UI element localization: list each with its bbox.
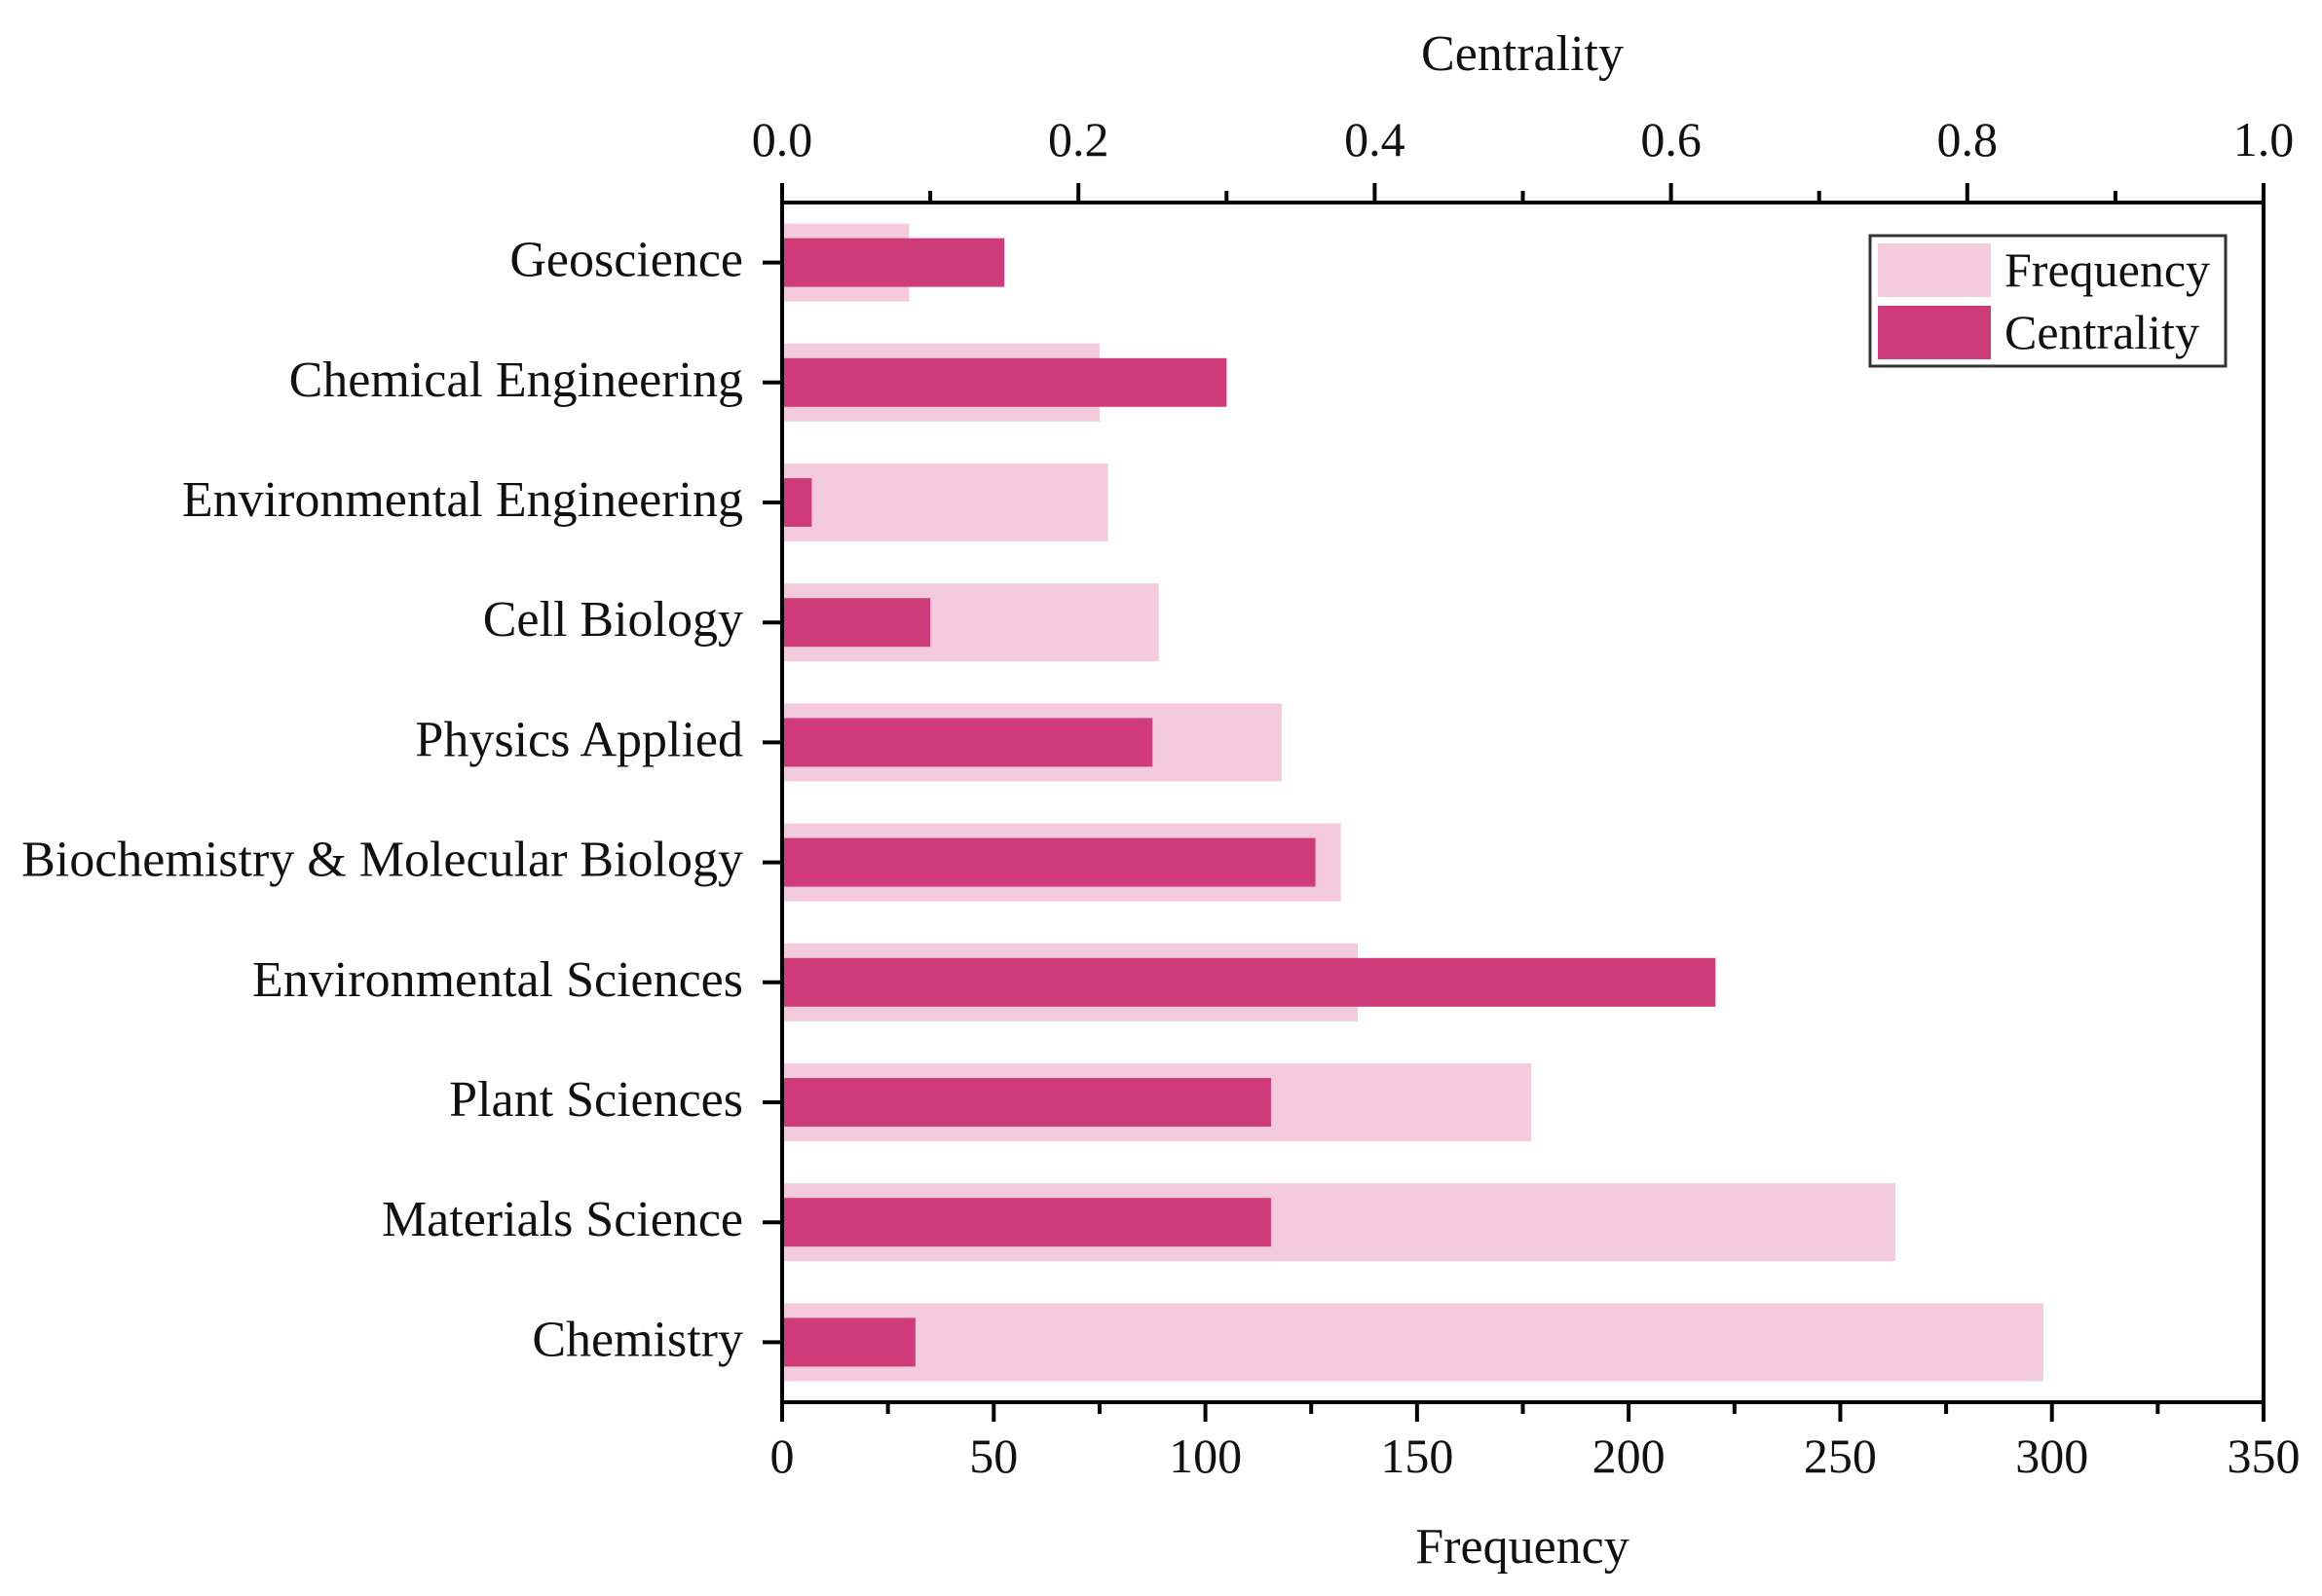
bar-frequency-chemistry	[782, 1303, 2044, 1382]
bar-centrality-cell-biology	[782, 598, 931, 648]
category-label-geoscience: Geoscience	[509, 233, 743, 288]
top-axis-title: Centrality	[1421, 26, 1624, 82]
legend-swatch-centrality	[1878, 306, 1991, 359]
category-label-chemistry: Chemistry	[532, 1312, 743, 1367]
bar-centrality-environmental-engineering	[782, 478, 812, 527]
category-label-physics-applied: Physics Applied	[415, 712, 743, 767]
x-bottom-tick-label: 300	[2015, 1429, 2088, 1483]
bars-group	[782, 223, 2044, 1382]
category-label-chemical-engineering: Chemical Engineering	[289, 353, 743, 408]
x-top-tick-label: 0.2	[1048, 112, 1109, 167]
bar-centrality-physics-applied	[782, 718, 1153, 767]
x-bottom-tick-label: 350	[2228, 1429, 2301, 1483]
x-bottom-tick-label: 150	[1380, 1429, 1453, 1483]
x-bottom-tick-label: 250	[1804, 1429, 1877, 1483]
bar-centrality-chemistry	[782, 1318, 916, 1367]
category-label-materials-science: Materials Science	[382, 1192, 743, 1247]
x-top-tick-label: 1.0	[2233, 112, 2295, 167]
bar-centrality-chemical-engineering	[782, 357, 1227, 407]
x-bottom-tick-label: 200	[1592, 1429, 1666, 1483]
bar-frequency-environmental-engineering	[782, 464, 1108, 541]
category-label-plant-sciences: Plant Sciences	[449, 1072, 743, 1128]
x-top-tick-label: 0.8	[1937, 112, 1999, 167]
x-top-tick-label: 0.6	[1640, 112, 1702, 167]
x-top-tick-label: 0.4	[1344, 112, 1405, 167]
bar-centrality-materials-science	[782, 1198, 1271, 1247]
bottom-axis-title: Frequency	[1415, 1519, 1629, 1575]
legend: Frequency Centrality	[1868, 234, 2228, 368]
legend-label-frequency: Frequency	[2004, 242, 2210, 297]
legend-swatch-frequency	[1878, 243, 1991, 297]
bar-centrality-environmental-sciences	[782, 957, 1716, 1007]
x-top-tick-label: 0.0	[752, 112, 813, 167]
bar-centrality-biochemistry-and-molecular-biology	[782, 837, 1316, 887]
axes-group: Geoscience Chemical Engineering Environmen…	[21, 112, 2300, 1483]
x-bottom-tick-label: 0	[770, 1429, 795, 1483]
bar-centrality-plant-sciences	[782, 1078, 1271, 1127]
bar-centrality-geoscience	[782, 238, 1005, 287]
legend-label-centrality: Centrality	[2004, 305, 2199, 359]
category-label-environmental-engineering: Environmental Engineering	[182, 472, 743, 528]
category-label-environmental-sciences: Environmental Sciences	[252, 952, 743, 1008]
category-label-biochemistry-and-molecular-biology: Biochemistry & Molecular Biology	[21, 833, 743, 888]
category-label-cell-biology: Cell Biology	[483, 592, 743, 648]
x-bottom-tick-label: 100	[1169, 1429, 1242, 1483]
x-bottom-tick-label: 50	[969, 1429, 1018, 1483]
